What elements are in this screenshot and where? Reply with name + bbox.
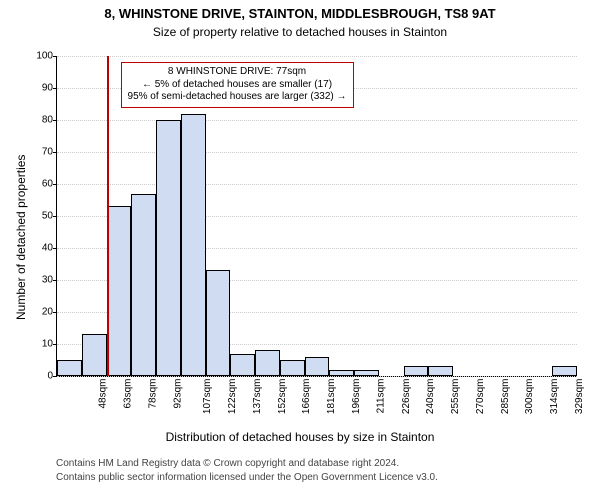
x-tick-label: 181sqm	[326, 379, 337, 415]
x-tick-label: 137sqm	[252, 379, 263, 415]
histogram-bar	[230, 354, 255, 376]
plot-area: 010203040506070809010048sqm63sqm78sqm92s…	[56, 56, 577, 377]
x-tick-label: 240sqm	[425, 379, 436, 415]
x-tick-label: 300sqm	[524, 379, 535, 415]
callout-box: 8 WHINSTONE DRIVE: 77sqm← 5% of detached…	[121, 62, 354, 108]
y-tick-label: 20	[23, 307, 53, 318]
histogram-bar	[206, 270, 231, 376]
y-tick-label: 30	[23, 275, 53, 286]
histogram-bar	[255, 350, 280, 376]
y-tick-label: 70	[23, 147, 53, 158]
x-tick-label: 122sqm	[227, 379, 238, 415]
property-marker-line	[107, 56, 109, 376]
gridline	[57, 184, 577, 185]
callout-line: 95% of semi-detached houses are larger (…	[128, 91, 347, 104]
x-tick-label: 63sqm	[123, 379, 134, 409]
gridline	[57, 56, 577, 57]
x-tick-label: 166sqm	[302, 379, 313, 415]
histogram-bar	[329, 370, 354, 376]
histogram-bar	[428, 366, 453, 376]
x-axis-label: Distribution of detached houses by size …	[0, 430, 600, 444]
gridline	[57, 152, 577, 153]
histogram-bar	[156, 120, 181, 376]
y-tick-label: 90	[23, 83, 53, 94]
footer-line-1: Contains HM Land Registry data © Crown c…	[56, 458, 399, 469]
y-tick-label: 60	[23, 179, 53, 190]
x-tick-label: 107sqm	[203, 379, 214, 415]
y-tick-label: 100	[23, 51, 53, 62]
x-tick-label: 196sqm	[351, 379, 362, 415]
x-tick-label: 314sqm	[549, 379, 560, 415]
x-tick-label: 48sqm	[98, 379, 109, 409]
x-tick-label: 152sqm	[277, 379, 288, 415]
histogram-bar	[305, 357, 330, 376]
x-tick-label: 78sqm	[147, 379, 158, 409]
histogram-bar	[404, 366, 429, 376]
callout-line: ← 5% of detached houses are smaller (17)	[128, 79, 347, 92]
histogram-bar	[354, 370, 379, 376]
histogram-bar	[82, 334, 107, 376]
histogram-bar	[107, 206, 132, 376]
chart-subtitle: Size of property relative to detached ho…	[0, 25, 600, 39]
x-tick-label: 270sqm	[475, 379, 486, 415]
y-tick-label: 80	[23, 115, 53, 126]
histogram-bar	[57, 360, 82, 376]
y-tick-label: 40	[23, 243, 53, 254]
y-tick-label: 0	[23, 371, 53, 382]
histogram-bar	[552, 366, 577, 376]
chart-container: { "chart": { "type": "histogram", "title…	[0, 0, 600, 500]
x-tick-label: 285sqm	[500, 379, 511, 415]
footer-line-2: Contains public sector information licen…	[56, 472, 438, 483]
y-tick-label: 50	[23, 211, 53, 222]
chart-title: 8, WHINSTONE DRIVE, STAINTON, MIDDLESBRO…	[0, 6, 600, 21]
histogram-bar	[280, 360, 305, 376]
y-tick-label: 10	[23, 339, 53, 350]
callout-line: 8 WHINSTONE DRIVE: 77sqm	[128, 66, 347, 79]
x-tick-label: 329sqm	[574, 379, 585, 415]
x-tick-label: 92sqm	[172, 379, 183, 409]
x-tick-label: 226sqm	[401, 379, 412, 415]
gridline	[57, 120, 577, 121]
gridline	[57, 376, 577, 377]
x-tick-label: 255sqm	[450, 379, 461, 415]
histogram-bar	[131, 194, 156, 376]
x-tick-label: 211sqm	[375, 379, 386, 414]
histogram-bar	[181, 114, 206, 376]
